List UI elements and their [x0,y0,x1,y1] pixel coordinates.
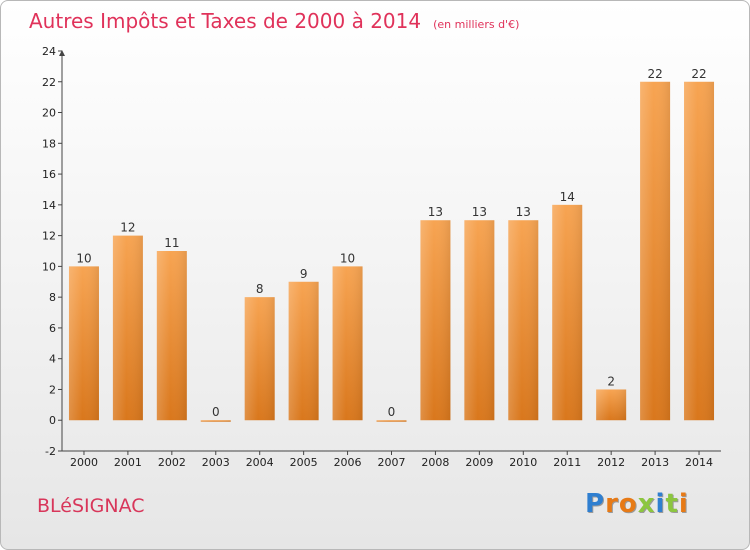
chart-title-unit: (en milliers d'€) [433,18,519,31]
bar-value-label: 14 [560,190,575,204]
bar-value-label: 22 [691,67,706,81]
y-tick-label: 10 [42,260,56,273]
bar-value-label: 13 [472,205,487,219]
y-tick-label: 0 [49,414,56,427]
logo-letter: r [605,489,619,519]
proxiti-logo[interactable]: Proxiti [585,489,689,519]
commune-name: BLéSIGNAC [37,495,145,517]
y-tick-label: 14 [42,199,56,212]
y-tick-label: 6 [49,322,56,335]
chart-title-main: Autres Impôts et Taxes de 2000 à 2014 [29,9,421,33]
y-tick-label: 22 [42,76,56,89]
x-tick-label: 2013 [641,456,669,469]
y-tick-label: 2 [49,383,56,396]
y-tick-label: 24 [42,45,56,58]
x-tick-label: 2010 [509,456,537,469]
y-tick-label: 4 [49,353,56,366]
bar-shading [200,420,231,422]
bar-value-label: 12 [120,221,135,235]
bar-value-label: 9 [300,267,308,281]
bar-shading [640,81,671,421]
x-tick-label: 2012 [597,456,625,469]
x-tick-label: 2008 [421,456,449,469]
bar-value-label: 8 [256,282,264,296]
bar-shading [112,235,143,421]
bar-value-label: 2 [607,374,615,388]
bar-shading [288,281,319,421]
bar-shading [156,251,187,421]
logo-letter: i [678,489,689,519]
bar-value-label: 22 [647,67,662,81]
x-tick-label: 2014 [685,456,713,469]
y-tick-label: 18 [42,137,56,150]
bar-shading [508,220,539,421]
x-tick-label: 2011 [553,456,581,469]
x-tick-label: 2006 [334,456,362,469]
bar-shading [552,204,583,421]
y-tick-label: 20 [42,107,56,120]
logo-letter: P [585,489,606,519]
bar-value-label: 11 [164,236,179,250]
bar-shading [420,220,451,421]
bars [68,81,715,422]
logo-letter: i [655,489,666,519]
x-tick-label: 2001 [114,456,142,469]
logo-letter: x [637,489,656,519]
y-tick-label: 16 [42,168,56,181]
chart-title: Autres Impôts et Taxes de 2000 à 2014 (e… [29,9,519,33]
bar-value-label: 0 [388,405,396,419]
bar-shading [376,420,407,422]
y-tick-label: 8 [49,291,56,304]
bar-shading [68,266,99,421]
x-tick-label: 2004 [246,456,274,469]
bar-shading [332,266,363,421]
bar-value-label: 10 [76,251,91,265]
bar-shading [464,220,495,421]
bar-value-label: 0 [212,405,220,419]
bar-shading [684,81,715,421]
y-axis-arrow [59,50,65,56]
x-tick-label: 2002 [158,456,186,469]
x-tick-label: 2005 [290,456,318,469]
x-tick-label: 2007 [378,456,406,469]
bar-value-label: 13 [516,205,531,219]
logo-letter: t [665,489,679,519]
bar-value-label: 13 [428,205,443,219]
y-tick-label: -2 [45,445,56,458]
x-tick-label: 2000 [70,456,98,469]
bar-shading [244,297,275,421]
bar-shading [596,389,627,421]
x-tick-label: 2003 [202,456,230,469]
bar-value-label: 10 [340,251,355,265]
x-tick-label: 2009 [465,456,493,469]
y-tick-label: 12 [42,230,56,243]
logo-letter: o [618,489,638,519]
